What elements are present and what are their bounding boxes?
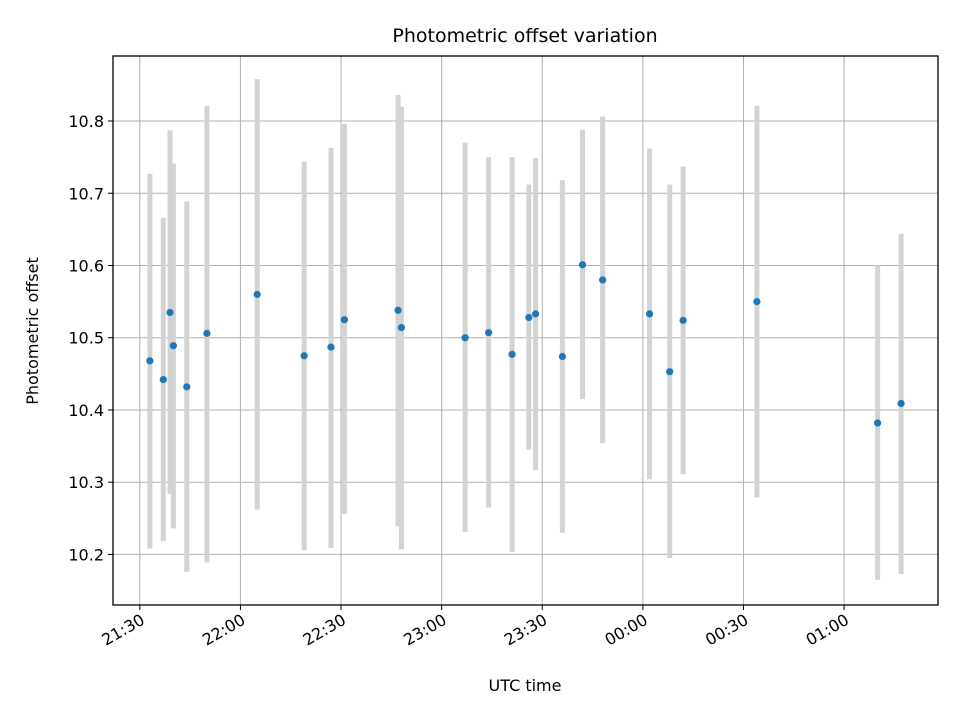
chart-title: Photometric offset variation	[392, 25, 657, 47]
x-tick-label: 22:30	[300, 610, 349, 650]
x-tick-label: 21:30	[98, 610, 147, 650]
data-point	[394, 306, 402, 314]
data-point	[327, 343, 335, 351]
data-point	[679, 316, 687, 324]
data-point	[485, 329, 493, 337]
y-tick-label: 10.2	[68, 545, 104, 564]
data-point	[578, 261, 587, 269]
data-point	[508, 350, 516, 358]
data-point	[558, 352, 566, 361]
data-point	[166, 308, 174, 317]
y-axis-ticks: 10.2 10.3 10.4 10.5 10.6 10.7 10.8	[68, 112, 113, 564]
data-point	[159, 376, 167, 384]
data-point	[169, 342, 177, 350]
data-point	[525, 313, 533, 322]
x-tick-label: 01:00	[803, 610, 852, 650]
grid	[113, 56, 938, 605]
data-point	[531, 310, 540, 318]
data-point	[340, 316, 349, 324]
y-tick-label: 10.3	[68, 473, 104, 492]
data-point	[753, 298, 761, 306]
y-tick-label: 10.7	[68, 184, 104, 203]
data-point	[666, 368, 674, 376]
x-axis-label: UTC time	[489, 676, 562, 695]
x-tick-label: 22:00	[199, 610, 248, 650]
x-tick-label: 23:30	[501, 610, 550, 650]
data-point	[146, 357, 154, 365]
data-point	[897, 399, 905, 408]
y-axis-label: Photometric offset	[23, 257, 42, 405]
data-point	[203, 329, 211, 337]
x-tick-label: 23:00	[400, 610, 449, 650]
x-axis-ticks: 21:30 22:00 22:30 23:00 23:30 00:00 00:30 01:00	[98, 605, 852, 650]
plot-frame	[112, 55, 939, 606]
data-point	[645, 310, 654, 318]
data-point	[300, 352, 308, 360]
data-point	[253, 290, 261, 298]
y-tick-label: 10.4	[68, 401, 104, 420]
data-point	[397, 324, 406, 332]
data-point	[183, 383, 191, 391]
data-point	[461, 334, 469, 342]
x-tick-label: 00:00	[601, 610, 650, 650]
plot-area	[113, 56, 938, 605]
x-tick-label: 00:30	[702, 610, 751, 650]
y-tick-label: 10.8	[68, 112, 104, 131]
y-tick-label: 10.6	[68, 256, 104, 275]
data-points	[146, 261, 905, 427]
y-tick-label: 10.5	[68, 329, 104, 348]
data-point	[874, 419, 882, 427]
data-point	[599, 276, 607, 284]
